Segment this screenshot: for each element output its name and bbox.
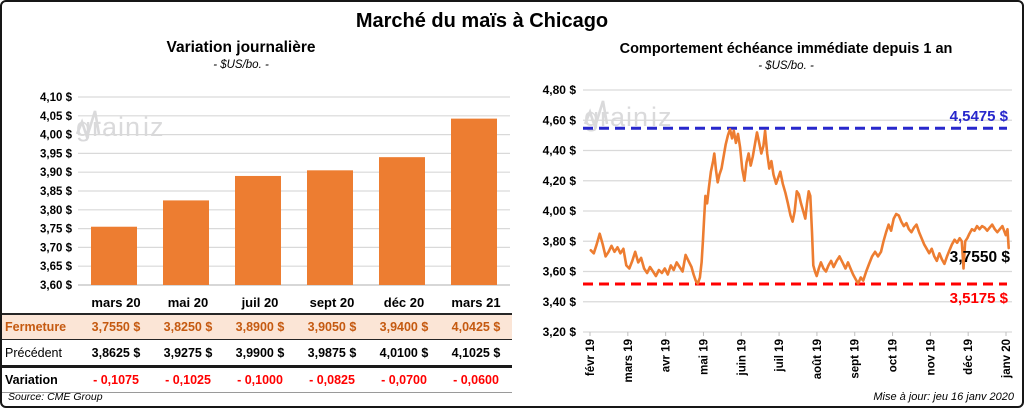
bar-sept-20 (307, 170, 353, 285)
table-cell: - 0,0600 (453, 373, 499, 387)
y-axis-label: 4,05 $ (40, 111, 73, 123)
page-title: Marché du maïs à Chicago (355, 10, 609, 32)
row-label: Fermeture (5, 320, 67, 334)
front-month-subtitle: - $US/bo. - (758, 60, 814, 72)
bar-mars-20 (91, 226, 137, 285)
table-cell: 3,8625 $ (91, 345, 141, 360)
bar-mai-20 (163, 200, 209, 285)
table-cell: - 0,0700 (381, 373, 427, 387)
table-row-variation: Variation - 0,1075 - 0,1025 - 0,1000 - 0,082… (2, 368, 512, 393)
y-axis-label: 3,80 $ (543, 234, 577, 248)
table-header-row: mars 20 mai 20 juil 20 sept 20 déc 20 mars 21 (2, 292, 512, 313)
y-axis-label: 4,40 $ (543, 144, 577, 158)
y-axis-label: 4,00 $ (40, 130, 73, 142)
table-cell: - 0,1000 (237, 373, 283, 387)
table-cell: juil 20 (241, 295, 279, 310)
front-month-title: Comportement échéance immédiate depuis 1… (619, 41, 953, 57)
x-axis-label: févr 19 (585, 339, 597, 376)
update-note: Mise à jour: jeu 16 janv 2020 (873, 391, 1014, 403)
x-axis-label: juil 19 (774, 339, 786, 373)
table-cell: 3,9900 $ (235, 345, 285, 360)
price-line-series (589, 127, 1011, 285)
y-axis-label: 3,60 $ (543, 265, 577, 279)
x-axis-label: mars 19 (623, 339, 635, 382)
line-chart: 4,80 $ 4,60 $ 4,40 $ 4,20 $ 4,00 $ 3,80 $ 3,60… (543, 83, 1013, 382)
table-cell: 4,1025 $ (451, 345, 501, 360)
y-axis-label: 3,85 $ (40, 186, 73, 198)
y-axis-label: 3,60 $ (40, 280, 73, 292)
table-cell: sept 20 (309, 295, 355, 310)
row-label: Variation (5, 373, 58, 387)
y-axis-label: 4,20 $ (543, 174, 577, 188)
y-axis-label: 4,00 $ (543, 204, 577, 218)
table-cell: 3,9875 $ (307, 345, 357, 360)
y-axis-label: 4,10 $ (40, 92, 73, 104)
y-axis-label: 3,40 $ (543, 295, 577, 309)
y-axis-label: 4,80 $ (543, 83, 577, 97)
bar-déc-20 (379, 157, 425, 285)
x-axis-label: sept 19 (850, 339, 862, 379)
y-axis-label: 3,90 $ (40, 167, 73, 179)
table-cell: 4,0100 $ (379, 345, 429, 360)
row-label: Précédent (5, 345, 62, 360)
y-axis-label: 3,70 $ (40, 242, 73, 254)
y-axis-label: 4,60 $ (543, 113, 577, 127)
x-axis-label: juin 19 (736, 339, 748, 376)
table-cell: 3,9050 $ (307, 320, 357, 334)
x-axis-label: oct 19 (888, 339, 900, 372)
y-axis-label: 3,80 $ (40, 205, 73, 217)
table-cell: mars 20 (91, 295, 141, 310)
ref-label-low: 3,5175 $ (950, 290, 1009, 307)
y-axis-label: 3,75 $ (40, 224, 73, 236)
table-cell: 3,7550 $ (91, 320, 141, 334)
y-axis-label: 3,95 $ (40, 148, 73, 160)
last-price-label: 3,7550 $ (950, 249, 1011, 266)
bar-chart: 4,10 $ 4,05 $ 4,00 $ 3,95 $ 3,90 $ 3,85 $ 3,80… (40, 92, 510, 292)
table-cell: déc 20 (383, 295, 425, 310)
table-cell: 4,0425 $ (451, 320, 501, 334)
table-cell: - 0,1075 (93, 373, 139, 387)
daily-variation-title: Variation journalière (166, 39, 316, 56)
x-axis-label: août 19 (812, 339, 824, 379)
x-axis-label: avr 19 (661, 339, 673, 372)
futures-table: mars 20 mai 20 juil 20 sept 20 déc 20 mars 21… (2, 292, 512, 393)
table-cell: mars 21 (451, 295, 501, 310)
ref-label-high: 4,5475 $ (950, 108, 1009, 125)
table-cell: 3,8250 $ (163, 320, 213, 334)
daily-variation-subtitle: - $US/bo. - (213, 59, 269, 71)
table-row-fermeture: Fermeture 3,7550 $ 3,8250 $ 3,8900 $ 3,9050 … (2, 313, 512, 340)
table-cell: - 0,1025 (165, 373, 211, 387)
y-axis-label: 3,65 $ (40, 261, 73, 273)
y-axis-label: 3,20 $ (543, 325, 577, 339)
table-cell: 3,9400 $ (379, 320, 429, 334)
source-note: Source: CME Group (8, 391, 103, 403)
table-cell: mai 20 (167, 295, 209, 310)
bar-mars-21 (451, 118, 497, 285)
x-axis-label: déc 19 (963, 339, 975, 375)
bar-juil-20 (235, 175, 281, 285)
table-cell: 3,8900 $ (235, 320, 285, 334)
x-axis-label: janv 20 (1001, 339, 1013, 379)
x-axis-label: mai 19 (698, 339, 710, 375)
table-cell: - 0,0825 (309, 373, 355, 387)
table-row-precedent: Précédent 3,8625 $ 3,9275 $ 3,9900 $ 3,9875 … (2, 340, 512, 368)
x-axis-label: nov 19 (925, 339, 937, 375)
table-cell: 3,9275 $ (163, 345, 213, 360)
